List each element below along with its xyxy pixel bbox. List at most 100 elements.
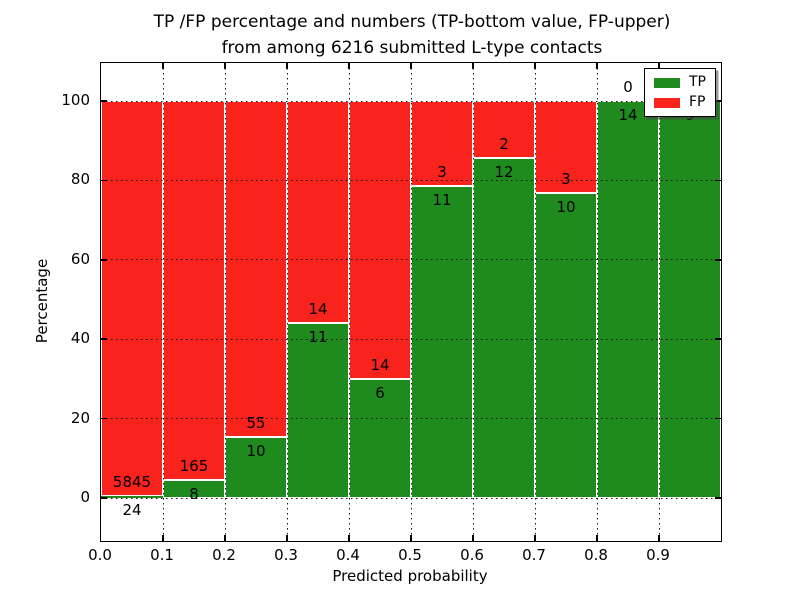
- x-tick-mark: [224, 535, 226, 541]
- tp-count-label: 10: [556, 197, 576, 216]
- fp-count-label: 14: [370, 355, 390, 374]
- bar-segment-fp: [101, 101, 163, 497]
- bar-segment-tp: [225, 436, 287, 498]
- fp-count-label: 3: [561, 169, 571, 188]
- bar-segment-tp: [473, 157, 535, 498]
- x-tick-label: 0.1: [150, 546, 174, 564]
- fp-count-label: 5845: [112, 473, 152, 492]
- fp-count-label: 55: [246, 413, 266, 432]
- x-tick-mark: [224, 63, 226, 69]
- vertical-gridline: [162, 63, 164, 541]
- y-tick-mark: [101, 259, 107, 261]
- tp-count-label: 12: [494, 162, 514, 181]
- x-tick-mark: [410, 535, 412, 541]
- chart-title: TP /FP percentage and numbers (TP-bottom…: [154, 9, 671, 61]
- tp-count-label: 14: [618, 106, 638, 124]
- tp-count-label: 24: [122, 501, 142, 520]
- y-tick-mark: [715, 179, 721, 182]
- x-tick-mark: [472, 535, 474, 541]
- tp-count-label: 10: [246, 441, 266, 460]
- vertical-gridline: [410, 63, 412, 541]
- y-tick-mark: [101, 338, 107, 340]
- bar-segment-tp: [535, 192, 597, 498]
- fp-count-label: 14: [308, 300, 328, 319]
- vertical-gridline: [596, 63, 598, 541]
- legend: TP FP: [644, 68, 716, 117]
- bar-segment-tp: [659, 101, 721, 498]
- x-tick-label: 0.8: [584, 546, 608, 564]
- x-tick-mark: [162, 63, 164, 69]
- y-tick-mark: [715, 259, 721, 261]
- bar-segment-tp: [287, 323, 349, 498]
- legend-swatch-tp: [654, 77, 680, 88]
- x-tick-mark: [472, 63, 474, 69]
- x-tick-mark: [286, 535, 288, 541]
- x-axis-label: Predicted probability: [332, 567, 488, 585]
- vertical-gridline: [534, 63, 536, 541]
- bar-segment-fp: [287, 101, 349, 324]
- x-tick-mark: [658, 535, 660, 541]
- tp-count-label: 6: [375, 383, 385, 402]
- x-tick-mark: [410, 63, 412, 69]
- legend-entry: TP: [654, 75, 706, 90]
- y-tick-mark: [715, 338, 721, 340]
- x-tick-label: 0.6: [460, 546, 484, 564]
- x-tick-label: 0.7: [522, 546, 546, 564]
- x-tick-mark: [162, 535, 164, 541]
- fp-count-label: 3: [437, 163, 447, 182]
- y-tick-mark: [715, 497, 721, 499]
- bar-segment-fp: [349, 101, 411, 379]
- bar-segment-tp: [411, 186, 473, 498]
- legend-entry: FP: [654, 95, 706, 110]
- bar-segment-tp: [101, 496, 163, 498]
- x-tick-label: 0.5: [398, 546, 422, 564]
- x-tick-label: 0.0: [88, 546, 112, 564]
- x-tick-mark: [348, 535, 350, 541]
- y-tick-mark: [715, 100, 721, 102]
- fp-count-label: 165: [179, 456, 209, 475]
- x-tick-label: 0.4: [336, 546, 360, 564]
- x-tick-label: 0.2: [212, 546, 236, 564]
- tp-count-label: 11: [308, 328, 328, 347]
- bar-segment-fp: [163, 101, 225, 480]
- fp-count-label: 2: [499, 134, 509, 153]
- x-tick-mark: [596, 63, 598, 69]
- bar-segment-fp: [473, 101, 535, 158]
- x-tick-label: 0.3: [274, 546, 298, 564]
- x-tick-mark: [534, 535, 536, 541]
- x-tick-mark: [348, 63, 350, 69]
- vertical-gridline: [472, 63, 474, 541]
- vertical-gridline: [658, 63, 660, 541]
- legend-label: FP: [689, 94, 706, 110]
- bar-segment-fp: [535, 101, 597, 193]
- y-tick-mark: [101, 179, 107, 182]
- y-tick-mark: [101, 100, 107, 102]
- y-tick-label: 100: [61, 91, 90, 109]
- vertical-gridline: [348, 63, 350, 541]
- vertical-gridline: [286, 63, 288, 541]
- y-tick-mark: [101, 497, 107, 499]
- x-tick-label: 0.9: [646, 546, 670, 564]
- tp-count-label: 8: [189, 484, 199, 503]
- y-tick-mark: [715, 417, 721, 420]
- y-tick-label: 60: [70, 249, 90, 268]
- x-tick-mark: [534, 63, 536, 69]
- y-tick-label: 0: [80, 488, 90, 506]
- tp-count-label: 11: [432, 191, 452, 210]
- y-tick-mark: [101, 417, 107, 420]
- vertical-gridline: [224, 63, 226, 541]
- legend-label: TP: [689, 74, 706, 90]
- y-tick-label: 40: [70, 329, 90, 348]
- x-tick-mark: [596, 535, 598, 541]
- y-tick-label: 20: [70, 408, 90, 427]
- y-tick-label: 80: [70, 170, 90, 189]
- x-tick-mark: [658, 63, 660, 69]
- bar-segment-tp: [597, 101, 659, 498]
- chart-title-line1: TP /FP percentage and numbers (TP-bottom…: [153, 12, 671, 32]
- bar-segment-fp: [225, 101, 287, 437]
- fp-count-label: 0: [623, 78, 633, 96]
- x-tick-mark: [286, 63, 288, 69]
- chart-title-line2: from among 6216 submitted L-type contact…: [221, 38, 603, 58]
